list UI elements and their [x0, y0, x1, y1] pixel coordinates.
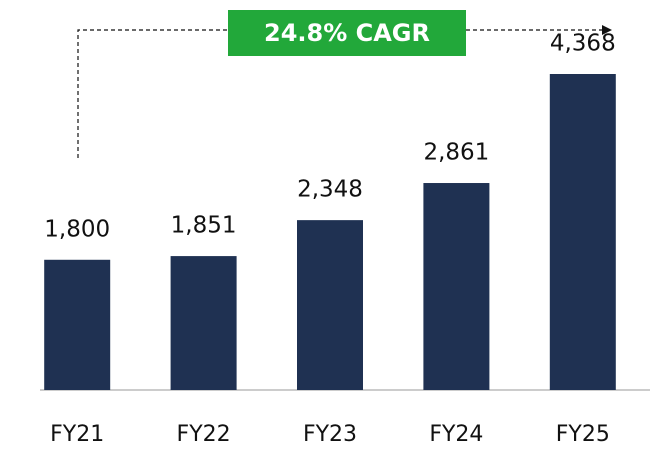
- bar: [297, 220, 363, 390]
- x-tick-label: FY22: [177, 422, 231, 447]
- cagr-connector: [77, 29, 228, 158]
- cagr-box: [228, 10, 466, 56]
- bar: [170, 256, 237, 390]
- x-tick-label: FY24: [429, 422, 483, 447]
- bar: [423, 183, 490, 390]
- value-label: 2,861: [423, 140, 489, 166]
- value-label: 4,368: [550, 31, 616, 57]
- x-tick-label: FY25: [556, 422, 610, 447]
- x-tick-label: FY23: [303, 422, 357, 447]
- bar: [549, 74, 616, 390]
- value-label: 2,348: [297, 177, 363, 203]
- x-tick-label: FY21: [50, 422, 104, 447]
- cagr-label: 24.8% CAGR: [264, 19, 430, 47]
- value-label: 1,851: [171, 213, 237, 239]
- value-label: 1,800: [44, 216, 110, 242]
- bar: [44, 259, 111, 390]
